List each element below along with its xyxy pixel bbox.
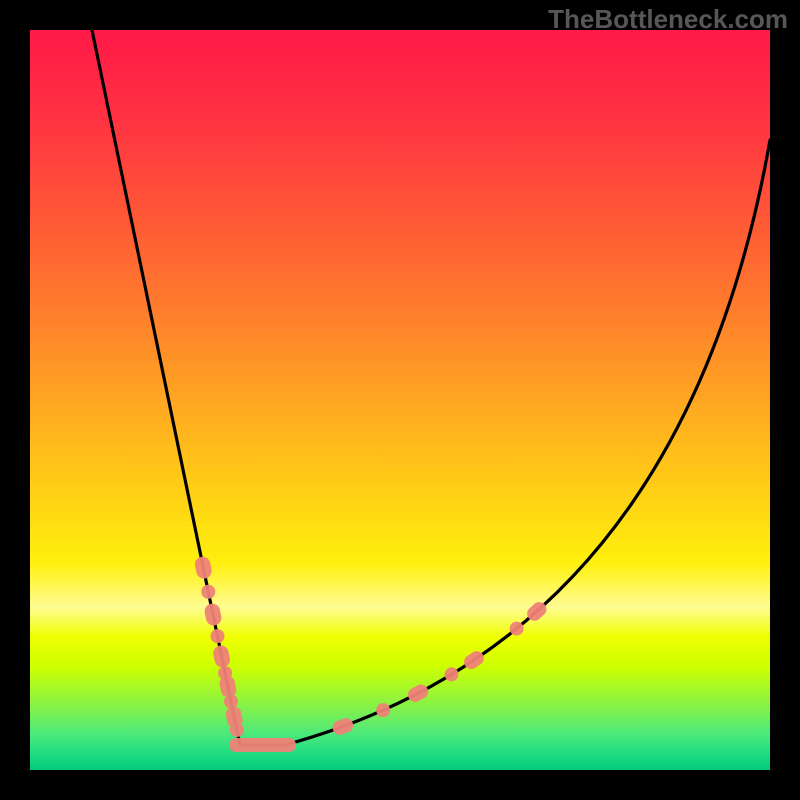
marker-right-dot bbox=[376, 703, 390, 717]
marker-left-dot bbox=[224, 694, 238, 708]
watermark-text: TheBottleneck.com bbox=[548, 4, 788, 35]
chart-area bbox=[30, 30, 770, 770]
gradient-background bbox=[30, 30, 770, 770]
marker-right-dot bbox=[510, 622, 524, 636]
marker-left-dot bbox=[230, 723, 244, 737]
marker-left-dot bbox=[210, 629, 224, 643]
marker-left-dot bbox=[201, 585, 215, 599]
chart-svg bbox=[30, 30, 770, 770]
marker-right-dot bbox=[445, 667, 459, 681]
marker-flat bbox=[274, 738, 296, 752]
